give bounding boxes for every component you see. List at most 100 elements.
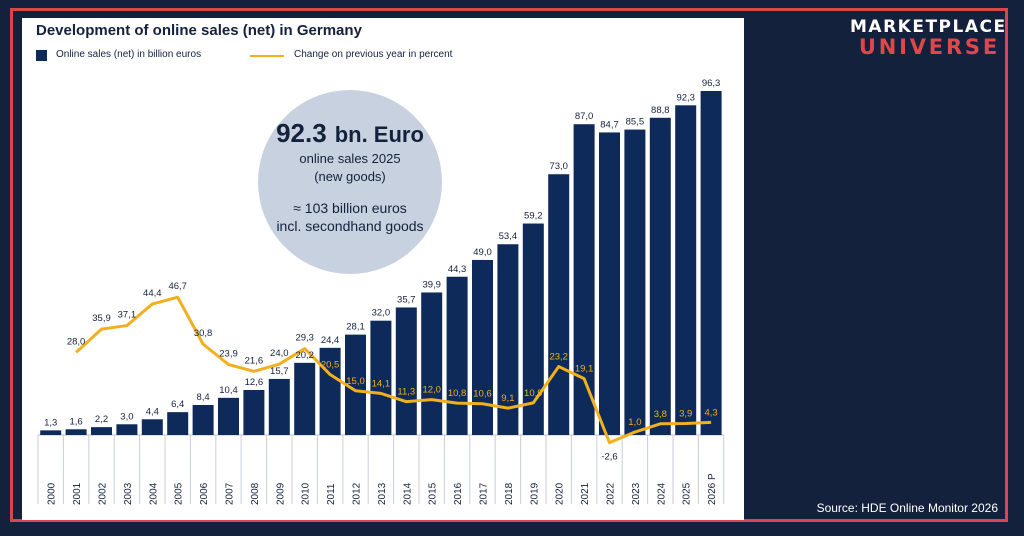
outer-frame: [10, 8, 1008, 522]
bar-sales: [243, 389, 265, 435]
bar-sales: [624, 129, 646, 435]
x-tick-label: 2000: [47, 482, 58, 505]
bar-value-label: 2,2: [95, 414, 108, 425]
change-value-label: 10,9: [524, 388, 543, 399]
x-tick-label: 2020: [555, 482, 566, 505]
change-value-label: 44,4: [143, 288, 162, 299]
change-value-label: 10,8: [448, 388, 467, 399]
x-tick-label: 2009: [275, 482, 286, 505]
bar-value-label: 15,7: [270, 366, 289, 377]
bar-sales: [116, 424, 138, 435]
x-tick-label: 2013: [377, 482, 388, 505]
change-value-label: 12,0: [422, 385, 441, 396]
bar-value-label: 35,7: [397, 294, 416, 305]
change-value-label: -2,6: [601, 452, 617, 463]
bar-sales: [294, 362, 316, 435]
bar-sales: [573, 124, 595, 435]
bar-sales: [548, 174, 570, 435]
x-tick-label: 2026 P: [707, 473, 718, 505]
x-tick-label: 2025: [682, 482, 693, 505]
bar-sales: [91, 427, 112, 435]
x-tick-label: 2019: [529, 482, 540, 505]
bar-value-label: 32,0: [372, 308, 391, 319]
bar-sales: [370, 320, 392, 435]
bar-value-label: 1,3: [44, 417, 57, 428]
bar-sales: [421, 292, 443, 435]
callout-bubble: 92.3 bn. Euro online sales 2025 (new good…: [258, 90, 442, 274]
legend-label-sales: Online sales (net) in billion euros: [56, 49, 202, 60]
bar-sales: [700, 91, 722, 435]
change-value-label: 21,6: [245, 355, 264, 366]
x-axis: 2000 2001 2002 2003 2004 2005 2006 2007 2008 2009…: [37, 434, 725, 505]
chart-title: Development of online sales (net) in Ger…: [36, 22, 362, 39]
x-tick-label: 2003: [123, 482, 134, 505]
x-tick-label: 2007: [225, 482, 236, 505]
bar-value-label: 88,8: [651, 105, 670, 116]
x-tick-label: 2022: [606, 482, 617, 505]
bar-sales: [40, 430, 62, 435]
bar-value-label: 59,2: [524, 211, 543, 222]
bars-group: [40, 91, 722, 436]
bar-sales: [395, 307, 417, 435]
callout-headline-number: 92.3: [276, 118, 327, 148]
legend-bar-swatch: [36, 50, 47, 61]
change-value-label: 15,0: [346, 376, 365, 387]
change-line: [75, 295, 712, 445]
x-tick-label: 2018: [504, 482, 515, 505]
bar-value-label: 6,4: [171, 399, 184, 410]
x-tick-label: 2001: [72, 482, 83, 505]
change-value-label: 10,6: [473, 389, 492, 400]
bar-sales: [649, 117, 671, 436]
bar-value-label: 87,0: [575, 111, 594, 122]
change-value-label: 14,1: [372, 378, 391, 389]
bar-value-label: 84,7: [600, 119, 619, 130]
bar-sales: [675, 105, 697, 435]
change-value-label: 23,9: [219, 348, 238, 359]
x-tick-label: 2021: [580, 482, 591, 505]
bar-value-label: 39,9: [422, 279, 441, 290]
x-tick-label: 2015: [428, 482, 439, 505]
bar-sales: [497, 244, 519, 435]
x-tick-label: 2017: [479, 482, 490, 505]
change-value-label: 3,8: [654, 409, 667, 420]
bar-sales: [218, 397, 239, 435]
x-tick-label: 2006: [199, 482, 210, 505]
bar-sales: [446, 276, 468, 435]
callout-line-2: (new goods): [314, 169, 386, 184]
x-tick-label: 2004: [148, 482, 159, 505]
x-tick-label: 2024: [656, 482, 667, 505]
bar-sales: [472, 259, 493, 435]
source-note: Source: HDE Online Monitor 2026: [816, 501, 998, 515]
bar-value-label: 85,5: [626, 117, 645, 128]
callout-circle: [258, 90, 442, 274]
x-tick-label: 2008: [250, 482, 261, 505]
change-value-label: 24,0: [270, 348, 289, 359]
change-value-label: 9,1: [501, 393, 514, 404]
bar-value-label: 3,0: [120, 411, 133, 422]
labels-group: 1,3 1,6 2,2 3,0 4,4 6,4 8,4 10,4 12,6 15,7 20,2 24,…: [44, 78, 720, 463]
callout-headline: 92.3 bn. Euro: [276, 118, 424, 148]
bar-value-label: 28,1: [346, 322, 365, 333]
change-value-label: 28,0: [67, 336, 86, 347]
bar-sales: [599, 132, 620, 435]
brand-logo: MARKETPLACE UNIVERSE: [850, 19, 1005, 58]
x-tick-label: 2012: [352, 482, 363, 505]
bar-sales: [345, 334, 366, 435]
change-value-label: 30,8: [194, 328, 213, 339]
bar-sales: [192, 404, 214, 435]
bar-value-label: 1,6: [69, 416, 82, 427]
change-value-label: 3,9: [679, 408, 692, 419]
chart-plot: 92.3 bn. Euro online sales 2025 (new good…: [37, 78, 725, 505]
callout-line-4: incl. secondhand goods: [276, 218, 423, 234]
bar-sales: [268, 378, 290, 435]
x-tick-label: 2002: [98, 482, 109, 505]
change-value-label: 35,9: [92, 313, 111, 324]
change-value-label: 19,1: [575, 364, 594, 375]
callout-line-1: online sales 2025: [299, 151, 400, 166]
bar-value-label: 24,4: [321, 335, 340, 346]
line-group: [75, 295, 712, 445]
bar-value-label: 8,4: [196, 392, 209, 403]
x-tick-label: 2005: [174, 482, 185, 505]
change-value-label: 29,3: [295, 333, 314, 344]
change-value-label: 37,1: [118, 310, 136, 321]
